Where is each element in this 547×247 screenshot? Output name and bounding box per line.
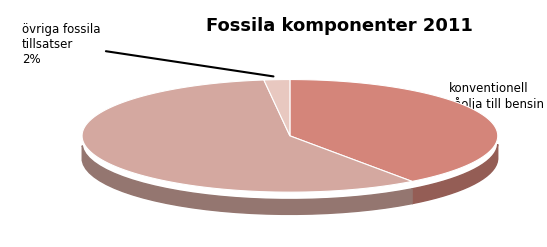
Text: konventionell
råolja till
diesel/eldningsolja
58%: konventionell råolja till diesel/eldning… (138, 122, 248, 181)
Polygon shape (264, 80, 290, 136)
Polygon shape (82, 146, 412, 214)
Polygon shape (412, 144, 498, 204)
Text: Fossila komponenter 2011: Fossila komponenter 2011 (206, 17, 473, 35)
Text: övriga fossila
tillsatser
2%: övriga fossila tillsatser 2% (22, 23, 274, 76)
Text: konventionell
råolja till bensin
40%: konventionell råolja till bensin 40% (449, 82, 544, 126)
Polygon shape (290, 80, 498, 181)
Polygon shape (82, 80, 412, 192)
